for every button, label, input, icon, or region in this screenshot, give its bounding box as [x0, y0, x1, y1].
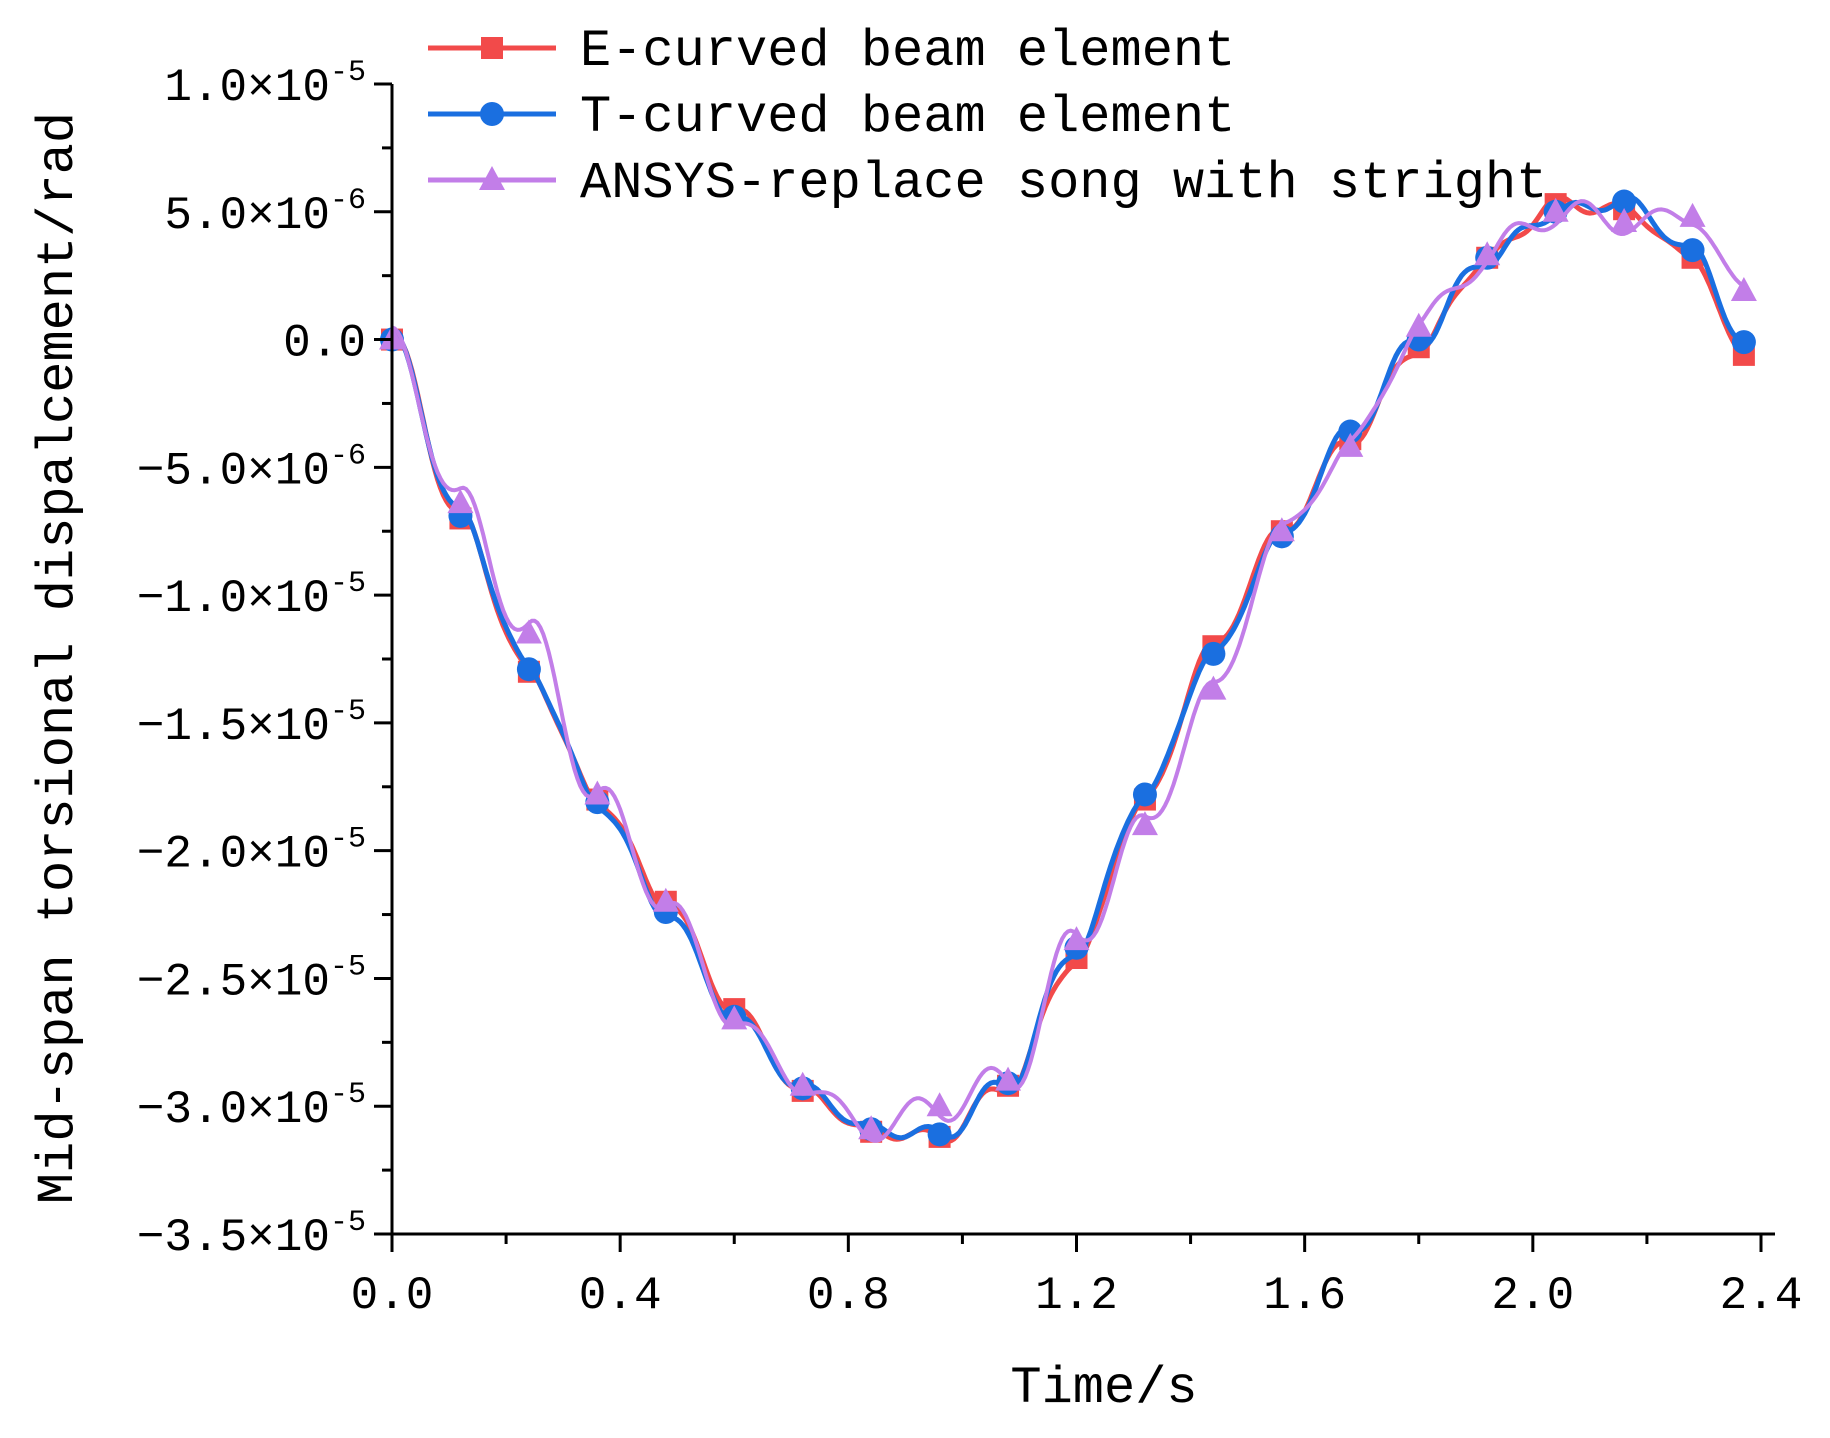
legend-label: T-curved beam element	[580, 88, 1235, 147]
data-point	[652, 887, 679, 912]
data-point	[1131, 811, 1158, 836]
axes	[390, 84, 1775, 1236]
legend-label: ANSYS-replace song with stright	[580, 154, 1547, 213]
x-tick-label: 1.2	[1035, 1270, 1118, 1322]
data-point	[789, 1071, 816, 1096]
y-tick-label: −3.0×10-5	[137, 1078, 366, 1136]
legend-marker	[479, 166, 505, 190]
data-point	[1063, 926, 1090, 951]
series-3	[379, 197, 1757, 1143]
x-tick-label: 1.6	[1263, 1270, 1346, 1322]
data-point	[1337, 432, 1364, 457]
data-point	[515, 619, 542, 644]
data-point	[1680, 238, 1705, 263]
data-point	[721, 1005, 748, 1030]
data-point	[1200, 675, 1227, 700]
legend: E-curved beam element T-curved beam eleme…	[428, 22, 1547, 213]
y-tick-label: −2.5×10-5	[137, 950, 366, 1008]
data-point	[858, 1115, 885, 1140]
x-axis-label: Time/s	[1010, 1359, 1197, 1418]
data-point	[1612, 189, 1637, 214]
data-point	[1730, 277, 1757, 301]
data-point	[1679, 202, 1706, 227]
data-point	[1611, 208, 1638, 232]
x-tick-label: 0.0	[351, 1270, 434, 1322]
data-point	[1132, 782, 1157, 807]
legend-label: E-curved beam element	[580, 22, 1235, 81]
y-tick-label: 5.0×10-6	[164, 184, 366, 242]
legend-entry: ANSYS-replace song with stright	[428, 154, 1547, 213]
data-point	[995, 1066, 1022, 1091]
data-point	[1201, 641, 1226, 666]
x-tick-label: 0.4	[579, 1270, 662, 1322]
legend-marker	[481, 37, 503, 59]
plot-lines	[379, 189, 1757, 1148]
y-tick-label: −3.5×10-5	[137, 1206, 366, 1264]
ticks: 0.0 0.4 0.8 1.2 1.6 2.0 2.4 1.0×10-5 5.0×10-6 0.0…	[137, 56, 1803, 1322]
legend-entry: T-curved beam element	[428, 88, 1235, 147]
x-tick-label: 0.8	[807, 1270, 890, 1322]
y-tick-label: 1.0×10-5	[164, 56, 366, 114]
series-line	[391, 194, 1746, 1141]
data-point	[1338, 419, 1363, 444]
x-tick-label: 2.4	[1720, 1270, 1803, 1322]
data-point	[1268, 517, 1295, 542]
data-point	[1731, 330, 1756, 355]
y-tick-label: −5.0×10-6	[137, 439, 366, 497]
data-point	[927, 1122, 952, 1147]
data-point	[447, 489, 474, 514]
series-2	[380, 189, 1756, 1147]
legend-marker	[480, 102, 504, 126]
series-line	[391, 194, 1746, 1144]
data-point	[1542, 197, 1569, 222]
legend-entry: E-curved beam element	[428, 22, 1235, 81]
series-line	[391, 199, 1746, 1143]
data-point	[1405, 312, 1432, 337]
y-axis-label: Mid-span torsional dispalcement/rad	[29, 112, 88, 1204]
y-tick-label: −1.5×10-5	[137, 695, 366, 753]
data-point	[584, 780, 611, 805]
series-1	[381, 193, 1755, 1148]
data-point	[926, 1092, 953, 1117]
y-tick-label: −2.0×10-5	[137, 823, 366, 881]
data-point	[516, 657, 541, 682]
y-tick-label: −1.0×10-5	[137, 567, 366, 625]
data-point	[1474, 241, 1501, 266]
x-tick-label: 2.0	[1491, 1270, 1574, 1322]
y-tick-label: 0.0	[283, 318, 366, 370]
